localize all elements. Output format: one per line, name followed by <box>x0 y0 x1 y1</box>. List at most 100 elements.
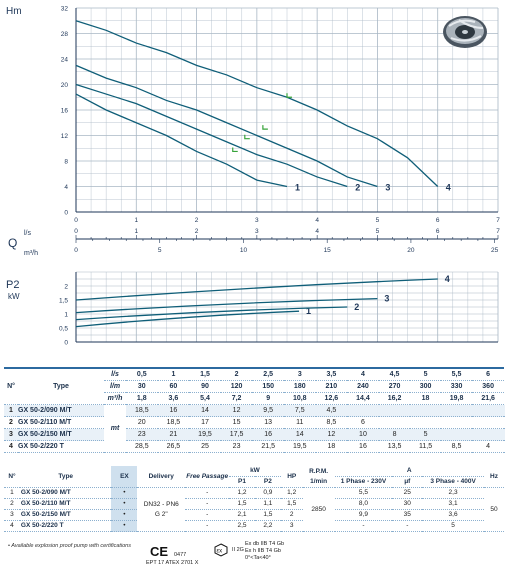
spec-row: 1 GX 50-2/090 M/T • DN32 - PN6 G 2" -1,2 0,9 1,… <box>4 487 504 532</box>
spec-row-p2: 0,9 <box>254 487 281 499</box>
rpm-label: R.P.M. <box>309 467 329 475</box>
spec-row-p2: 1,5 <box>254 509 281 521</box>
spec-col-ex: EX <box>111 466 138 488</box>
power-curve-label: 2 <box>354 302 359 312</box>
flow-ls: 6 <box>472 369 504 381</box>
spec-row-p1: 1,5 <box>229 498 255 510</box>
power-axis-unit: kW <box>8 292 20 301</box>
spec-row-amp-1phase: - <box>334 520 393 532</box>
atex-line-2: Ex h IIB T4 Gb <box>245 548 281 554</box>
flow-m3h-label: 5 <box>158 247 162 254</box>
flow-ls: 1 <box>157 369 190 381</box>
flow-m3h: 16,2 <box>378 392 411 405</box>
flow-ls-label: 6 <box>436 228 440 235</box>
perf-row: 3 GX 50-2/150 M/T 23 21 19,5 17,5 16 14 12 10 8 5 <box>4 428 504 441</box>
head-value <box>410 416 441 429</box>
head-curve-label: 2 <box>355 183 360 193</box>
flow-m3h-label: 15 <box>324 247 332 254</box>
atex-certificate: EPT 17 ATEX 2701 X <box>146 560 199 566</box>
flow-lm: 270 <box>378 380 411 393</box>
spec-rpm: 2850 <box>302 487 335 532</box>
power-axis-label: P2 <box>6 279 19 291</box>
spec-row-ex: • <box>111 520 138 532</box>
head-value <box>378 416 411 429</box>
flow-lm: 180 <box>283 380 316 393</box>
impeller-icon <box>443 16 487 48</box>
head-value: 23 <box>220 440 253 453</box>
spec-row-amp-3phase: 3,6 <box>422 509 484 521</box>
flow-ls: 4,5 <box>378 369 411 381</box>
flow-m3h-label: 25 <box>491 247 499 254</box>
spec-row-number: 4 <box>4 520 20 532</box>
y-tick-label: 0 <box>64 340 68 347</box>
head-value: 8,5 <box>440 440 473 453</box>
head-value: 8,5 <box>315 416 348 429</box>
flow-ls-label: 5 <box>376 228 380 235</box>
y-tick-label: 1,5 <box>59 298 68 305</box>
head-value: 17,5 <box>220 428 253 441</box>
flow-lm: 360 <box>472 380 504 393</box>
head-value: 9,5 <box>252 404 284 417</box>
head-value: 4,5 <box>315 404 348 417</box>
spec-delivery: DN32 - PN6 G 2" <box>137 487 186 532</box>
power-curve-label: 1 <box>306 306 311 316</box>
power-curve-label: 4 <box>445 274 450 284</box>
power-chart: P2 kW 0 0,5 1 1,5 2 1 2 3 4 <box>6 271 499 347</box>
y-tick-label: 16 <box>61 108 69 115</box>
spec-row-amp-1phase: 5,5 <box>334 487 393 499</box>
head-value <box>410 404 441 417</box>
delivery-line-1: DN32 - PN6 <box>143 500 179 508</box>
power-plot-area: 0 0,5 1 1,5 2 1 2 3 4 <box>59 271 499 347</box>
spec-row-uf: 25 <box>392 487 423 499</box>
head-value <box>378 404 411 417</box>
y-tick-label: 1 <box>64 312 68 319</box>
head-value: 18,5 <box>126 404 158 417</box>
head-curve-label: 4 <box>446 183 451 193</box>
head-curve-2 <box>75 83 348 188</box>
head-value: 14 <box>283 428 316 441</box>
spec-row-p1: 2,5 <box>229 520 255 532</box>
flow-lm: 30 <box>126 380 158 393</box>
spec-col-p1: P1 <box>229 476 255 488</box>
flow-m3h: 5,4 <box>189 392 221 405</box>
bep-marker <box>232 147 238 153</box>
col-number: N° <box>4 369 18 405</box>
head-value: 13,5 <box>378 440 411 453</box>
head-value: 21,5 <box>252 440 284 453</box>
spec-col-rpm: R.P.M. 1/min <box>302 466 335 488</box>
spec-row: 4 GX 50-2/220 T • -2,5 2,2 3- -5 <box>4 520 504 532</box>
footnote: • Available explosion proof pump with ce… <box>8 543 131 549</box>
power-curve-label: 3 <box>384 294 389 304</box>
power-curve-1 <box>75 310 300 328</box>
unit-lm: l/m <box>104 380 126 393</box>
x-tick-label: 0 <box>74 217 78 224</box>
flow-lm: 240 <box>347 380 379 393</box>
spec-col-hz: Hz <box>484 466 504 488</box>
flow-ls: 4 <box>347 369 379 381</box>
flow-ls-label: 1 <box>134 228 138 235</box>
head-value: 19,5 <box>283 440 316 453</box>
y-tick-label: 8 <box>64 159 68 166</box>
flow-ls: 3 <box>283 369 316 381</box>
head-value: 28,5 <box>126 440 158 453</box>
spec-row-number: 2 <box>4 498 20 510</box>
flow-ls: 5 <box>410 369 441 381</box>
flow-ls: 2 <box>220 369 253 381</box>
x-tick-label: 6 <box>436 217 440 224</box>
flow-ls-label: 7 <box>496 228 500 235</box>
flow-lm: 330 <box>440 380 473 393</box>
head-value: 10 <box>347 428 379 441</box>
head-value: 13 <box>252 416 284 429</box>
head-value <box>347 404 379 417</box>
spec-row-free-passage: - <box>185 487 230 499</box>
spec-row-model: GX 50-2/150 M/T <box>19 509 112 521</box>
spec-row-free-passage: - <box>185 498 230 510</box>
spec-row-ex: • <box>111 509 138 521</box>
head-value: 11 <box>283 416 316 429</box>
power-curve-4 <box>75 278 438 301</box>
y-tick-label: 4 <box>64 184 68 191</box>
spec-row-p2: 2,2 <box>254 520 281 532</box>
head-value: 20 <box>126 416 158 429</box>
flow-ls: 5,5 <box>440 369 473 381</box>
